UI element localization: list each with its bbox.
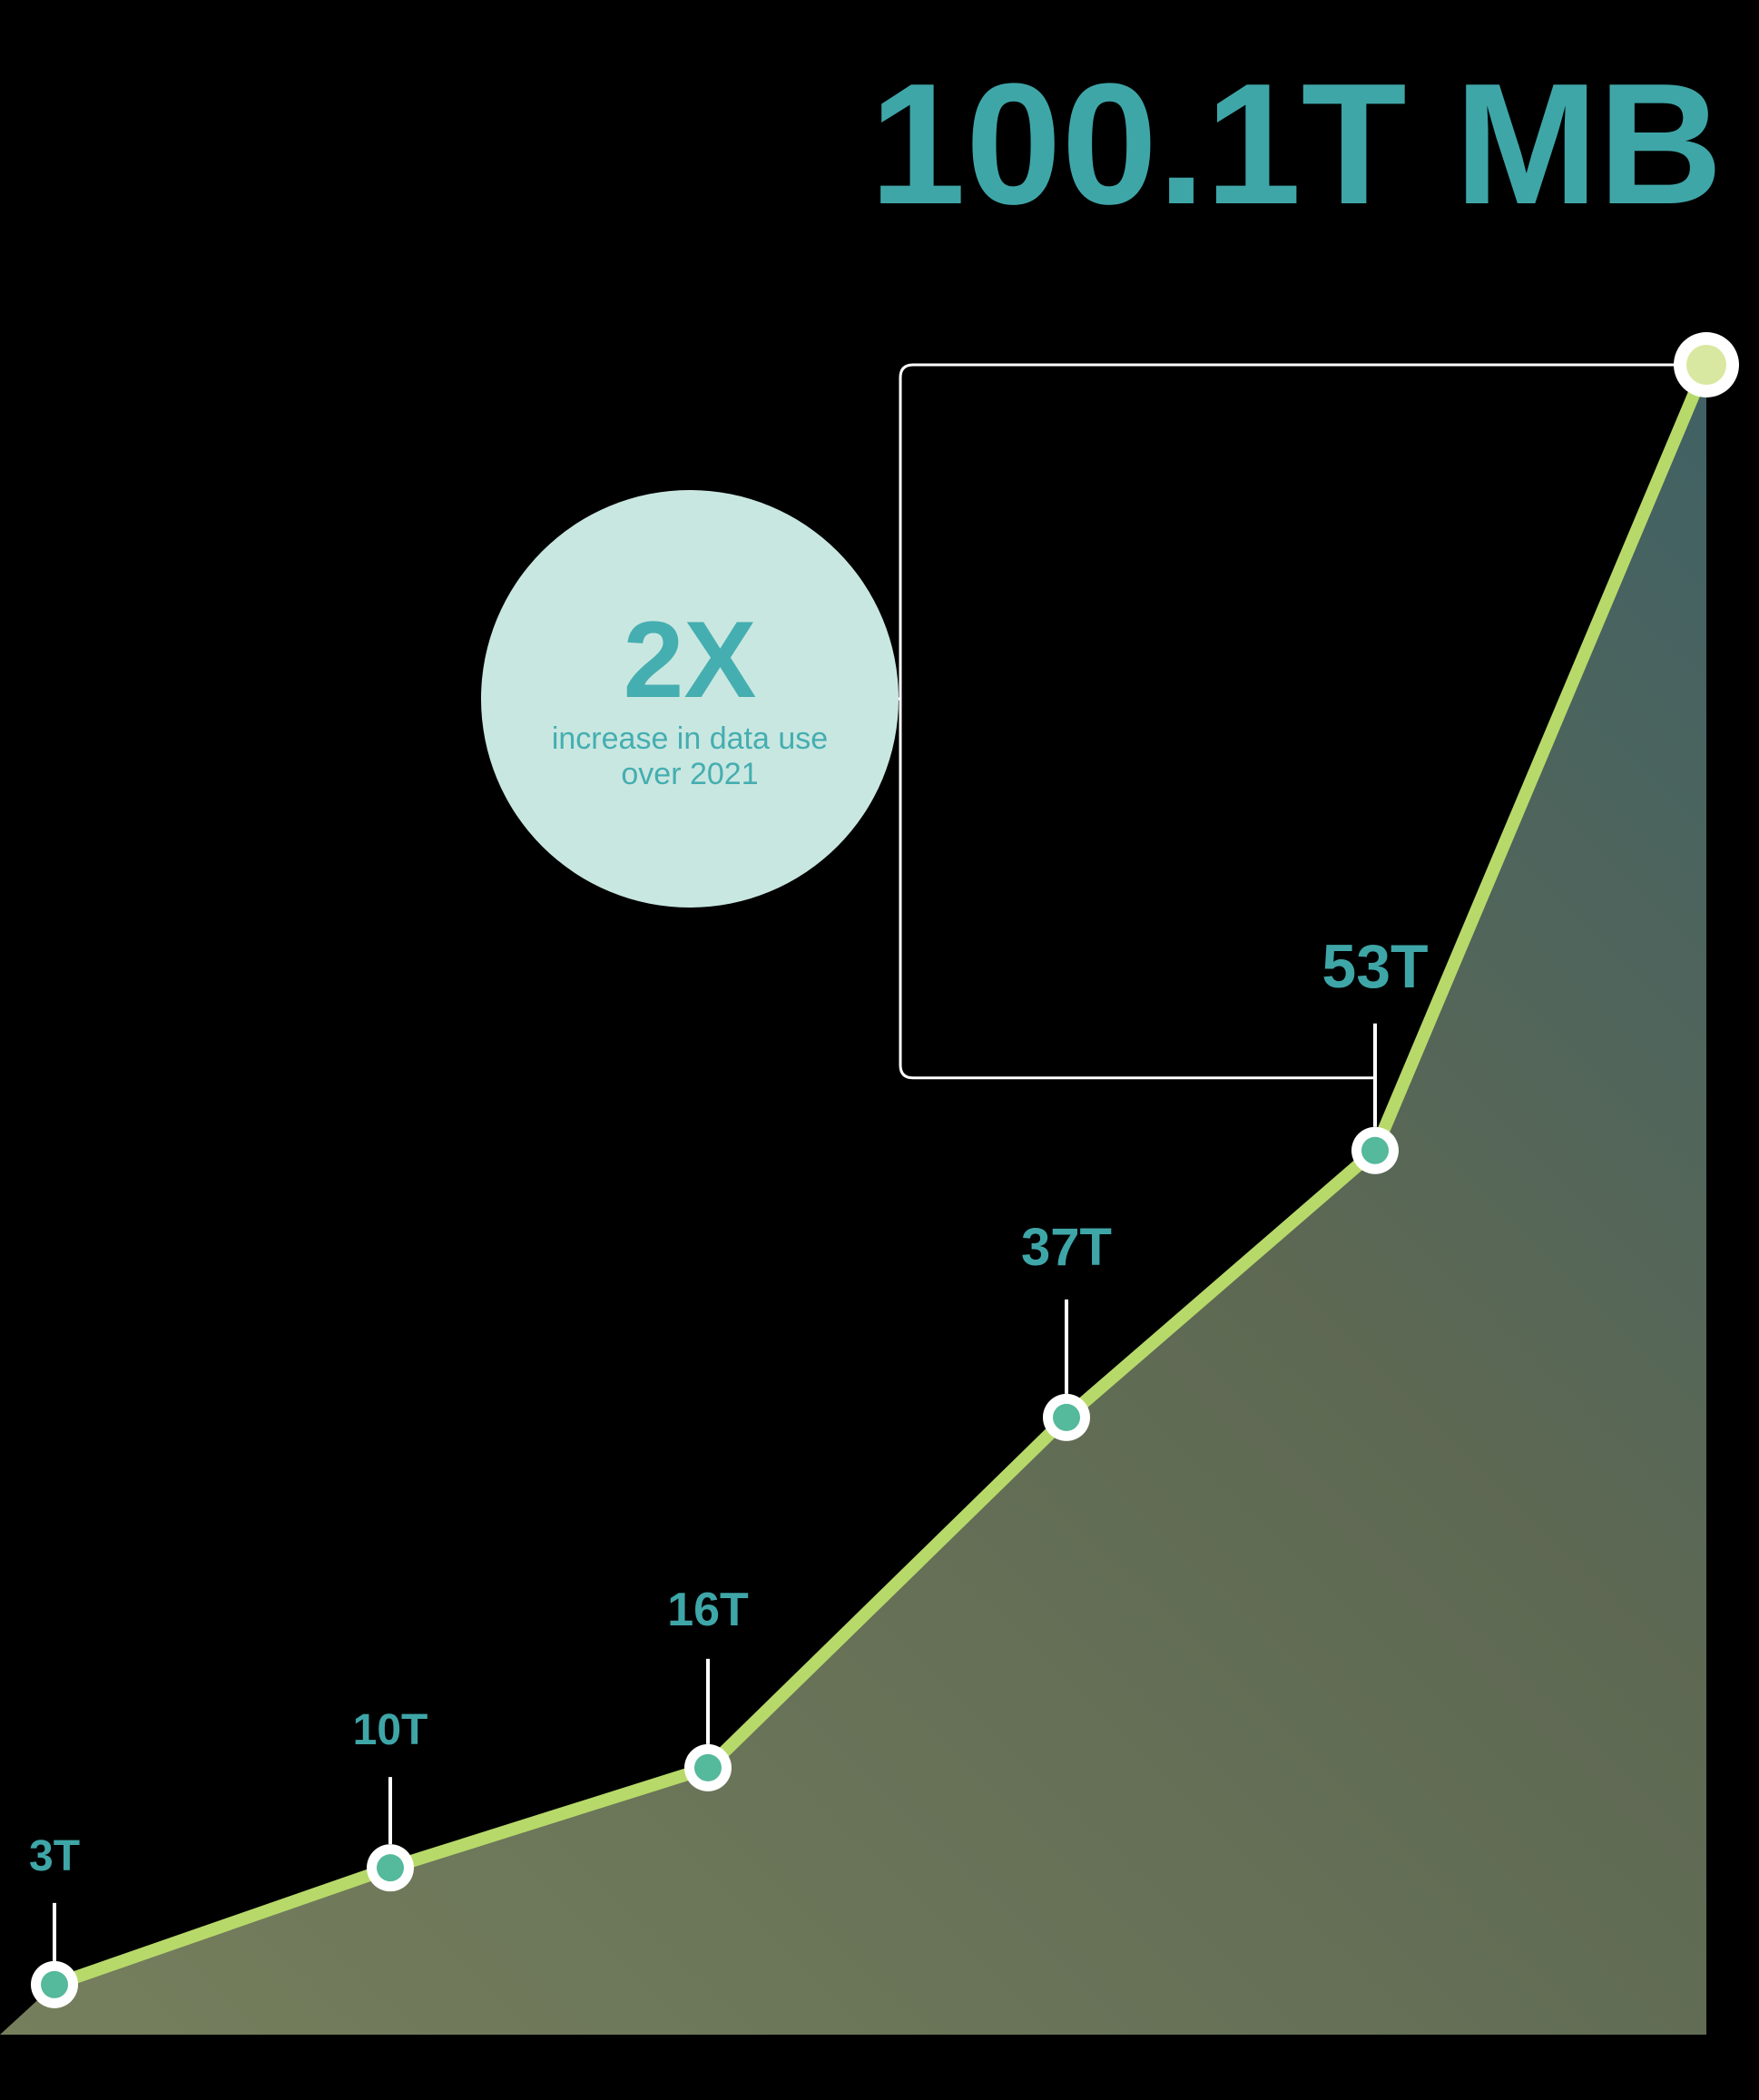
data-point-label: 53T — [1322, 931, 1428, 1002]
data-point-marker-inner — [1686, 345, 1726, 385]
callout-circle: 2X increase in data useover 2021 — [481, 490, 899, 908]
data-point-label: 3T — [29, 1831, 80, 1881]
headline-value: 100.1T MB — [870, 45, 1723, 243]
data-point-marker-inner — [41, 1971, 68, 1998]
data-point-label: 10T — [353, 1705, 428, 1755]
callout-subtext-line: over 2021 — [552, 757, 828, 792]
data-use-area-chart: 100.1T MB 2X increase in data useover 20… — [0, 0, 1759, 2100]
chart-svg — [0, 0, 1759, 2100]
data-point-marker-inner — [377, 1854, 404, 1881]
data-point-marker-inner — [1053, 1404, 1080, 1431]
callout-subtext-line: increase in data use — [552, 721, 828, 757]
callout-multiplier: 2X — [624, 605, 757, 714]
callout-subtext: increase in data useover 2021 — [552, 721, 828, 792]
data-point-label: 37T — [1021, 1217, 1112, 1278]
data-point-label: 16T — [667, 1583, 749, 1637]
data-point-marker-inner — [694, 1754, 722, 1781]
data-point-marker-inner — [1361, 1137, 1389, 1164]
